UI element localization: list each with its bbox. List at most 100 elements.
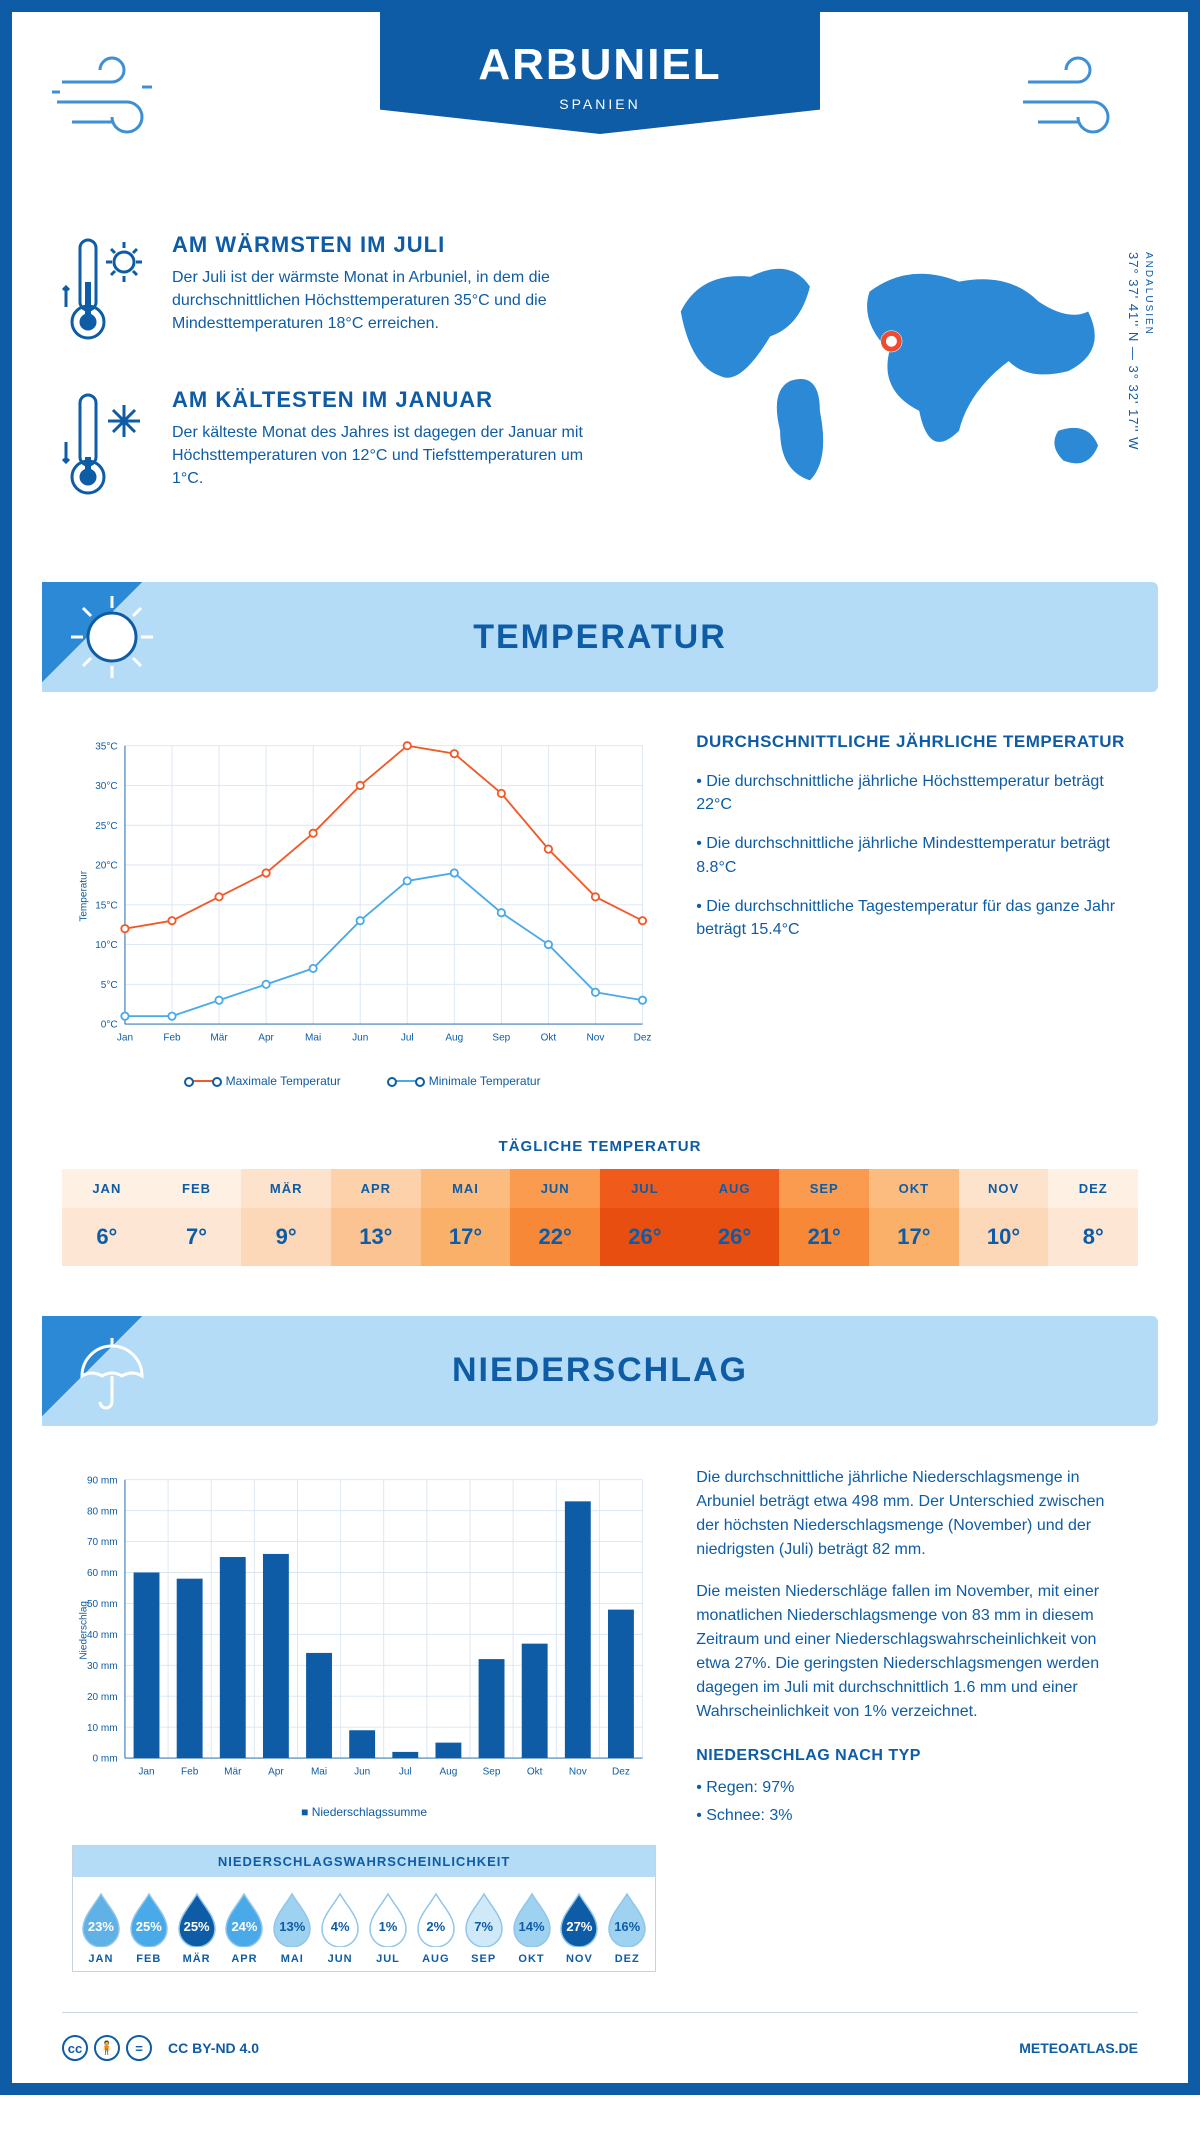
svg-text:10 mm: 10 mm [87,1722,118,1733]
temperature-legend: Maximale Temperatur Minimale Temperatur [72,1074,656,1088]
temperature-line-chart: 0°C 5°C 10°C 15°C 20°C 25°C 30°C 35°C Jan Feb Mär A… [72,732,656,1088]
daily-temp-cell: DEZ8° [1048,1169,1138,1266]
svg-text:80 mm: 80 mm [87,1506,118,1517]
svg-text:15°C: 15°C [95,900,117,911]
fact-cold-text: Der kälteste Monat des Jahres ist dagege… [172,421,611,491]
precip-prob-cell: 2%AUG [412,1891,460,1965]
daily-temp-cell: OKT17° [869,1169,959,1266]
cc-icon: cc [62,2035,88,2061]
precip-prob-cell: 4%JUN [316,1891,364,1965]
section-banner-temperature: TEMPERATUR [42,582,1158,692]
svg-text:Apr: Apr [258,1033,274,1044]
daily-temp-cell: NOV10° [959,1169,1049,1266]
svg-text:Jul: Jul [399,1766,412,1777]
svg-text:Dez: Dez [634,1033,652,1044]
thermometer-snow-icon [62,387,152,512]
svg-text:20°C: 20°C [95,861,117,872]
svg-text:Jan: Jan [117,1033,133,1044]
precip-prob-cell: 25%MÄR [173,1891,221,1965]
precip-prob-cell: 16%DEZ [603,1891,651,1965]
svg-text:Dez: Dez [612,1766,630,1777]
precip-prob-cell: 1%JUL [364,1891,412,1965]
svg-text:Aug: Aug [445,1033,463,1044]
title-ribbon: ARBUNIEL SPANIEN [380,12,820,134]
daily-temp-cell: AUG26° [690,1169,780,1266]
daily-temp-cell: SEP21° [779,1169,869,1266]
precipitation-summary: Die durchschnittliche jährliche Niedersc… [696,1466,1128,1973]
daily-temp-cell: JUL26° [600,1169,690,1266]
svg-text:Jun: Jun [352,1033,368,1044]
svg-text:0°C: 0°C [101,1020,118,1031]
nd-icon: = [126,2035,152,2061]
footer: cc 🧍 = CC BY-ND 4.0 METEOATLAS.DE [62,2012,1138,2083]
fact-cold-title: AM KÄLTESTEN IM JANUAR [172,387,611,413]
header: ARBUNIEL SPANIEN [12,12,1188,212]
sun-icon [42,582,182,692]
precip-prob-cell: 24%APR [221,1891,269,1965]
svg-text:Okt: Okt [527,1766,543,1777]
daily-temp-cell: MÄR9° [241,1169,331,1266]
daily-temp-cell: MAI17° [421,1169,511,1266]
svg-text:Sep: Sep [492,1033,510,1044]
svg-text:5°C: 5°C [101,980,118,991]
daily-temp-cell: JAN6° [62,1169,152,1266]
precip-prob-cell: 23%JAN [77,1891,125,1965]
by-icon: 🧍 [94,2035,120,2061]
precipitation-bar-chart: 0 mm10 mm20 mm30 mm40 mm50 mm60 mm70 mm8… [72,1466,656,1795]
daily-temp-title: TÄGLICHE TEMPERATUR [12,1138,1188,1155]
page-subtitle: SPANIEN [380,96,820,112]
precip-prob-cell: 25%FEB [125,1891,173,1965]
svg-text:Jun: Jun [354,1766,370,1777]
intro-row: AM WÄRMSTEN IM JULI Der Juli ist der wär… [12,212,1188,582]
daily-temp-cell: APR13° [331,1169,421,1266]
svg-text:60 mm: 60 mm [87,1568,118,1579]
svg-text:40 mm: 40 mm [87,1630,118,1641]
fact-coldest: AM KÄLTESTEN IM JANUAR Der kälteste Mona… [62,387,611,512]
fact-warm-title: AM WÄRMSTEN IM JULI [172,232,611,258]
svg-text:30 mm: 30 mm [87,1661,118,1672]
svg-text:Temperatur: Temperatur [79,870,90,921]
wind-icon [52,42,182,157]
site-name: METEOATLAS.DE [1019,2040,1138,2056]
svg-text:Apr: Apr [268,1766,284,1777]
precip-prob-cell: 7%SEP [460,1891,508,1965]
svg-text:Okt: Okt [541,1033,557,1044]
precip-prob-cell: 13%MAI [268,1891,316,1965]
svg-text:25°C: 25°C [95,821,117,832]
svg-text:Niederschlag: Niederschlag [79,1601,90,1660]
svg-text:Jan: Jan [138,1766,154,1777]
svg-text:Jul: Jul [401,1033,414,1044]
section-title-temperature: TEMPERATUR [182,618,1158,657]
fact-warm-text: Der Juli ist der wärmste Monat in Arbuni… [172,266,611,336]
svg-text:Sep: Sep [483,1766,501,1777]
svg-text:10°C: 10°C [95,940,117,951]
precipitation-legend: Niederschlagssumme [72,1805,656,1819]
daily-temp-cell: JUN22° [510,1169,600,1266]
thermometer-sun-icon [62,232,152,357]
svg-text:Mai: Mai [311,1766,327,1777]
svg-text:Mai: Mai [305,1033,321,1044]
svg-text:Mär: Mär [224,1766,242,1777]
license-badge: cc 🧍 = CC BY-ND 4.0 [62,2035,259,2061]
svg-text:Mär: Mär [210,1033,228,1044]
world-map: ANDALUSIEN 37° 37' 41'' N — 3° 32' 17'' … [641,232,1138,542]
section-title-precipitation: NIEDERSCHLAG [182,1351,1158,1390]
svg-text:50 mm: 50 mm [87,1599,118,1610]
svg-text:Nov: Nov [569,1766,587,1777]
svg-text:Feb: Feb [163,1033,181,1044]
fact-warmest: AM WÄRMSTEN IM JULI Der Juli ist der wär… [62,232,611,357]
precip-prob-cell: 27%NOV [555,1891,603,1965]
daily-temp-cell: FEB7° [152,1169,242,1266]
section-banner-precipitation: NIEDERSCHLAG [42,1316,1158,1426]
coordinates: ANDALUSIEN 37° 37' 41'' N — 3° 32' 17'' … [1126,252,1156,450]
svg-text:35°C: 35°C [95,741,117,752]
svg-text:Feb: Feb [181,1766,199,1777]
svg-text:30°C: 30°C [95,781,117,792]
svg-text:0 mm: 0 mm [93,1753,118,1764]
daily-temp-strip: JAN6°FEB7°MÄR9°APR13°MAI17°JUN22°JUL26°A… [62,1169,1138,1266]
wind-icon [1018,42,1148,157]
svg-text:90 mm: 90 mm [87,1475,118,1486]
page-title: ARBUNIEL [380,40,820,90]
temperature-summary: DURCHSCHNITTLICHE JÄHRLICHE TEMPERATUR •… [696,732,1128,1088]
svg-text:Nov: Nov [587,1033,605,1044]
